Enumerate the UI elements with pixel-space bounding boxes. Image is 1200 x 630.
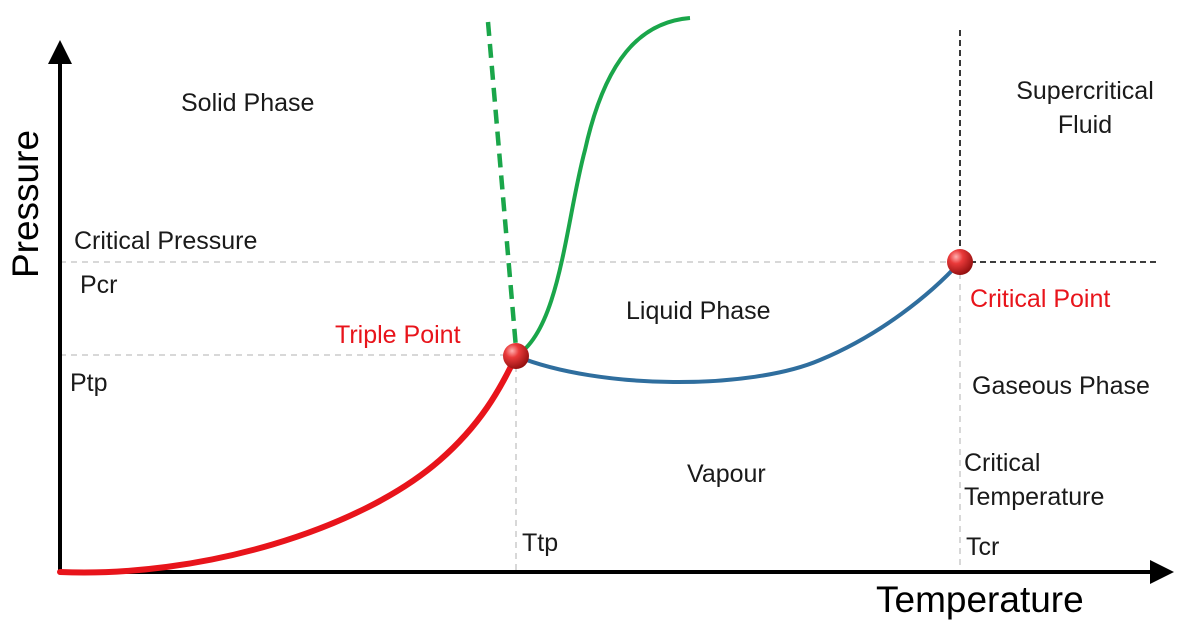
- y-axis-title: Pressure: [5, 129, 46, 279]
- critical-pressure-label: Critical Pressure: [74, 227, 258, 255]
- fusion-curve: [514, 16, 691, 358]
- supercritical-fluid-label: Supercritical Fluid: [985, 74, 1185, 142]
- triple-point-marker: [503, 343, 529, 369]
- critical-point-marker: [947, 249, 973, 275]
- gaseous-phase-label: Gaseous Phase: [972, 372, 1150, 400]
- vapour-label: Vapour: [687, 460, 766, 488]
- pcr-label: Pcr: [80, 271, 118, 299]
- solid-phase-label: Solid Phase: [181, 89, 315, 117]
- supercritical-line2: Fluid: [1057, 111, 1113, 139]
- liquid-phase-label: Liquid Phase: [626, 297, 771, 325]
- ptp-label: Ptp: [70, 369, 108, 397]
- sublimation-curve: [57, 353, 519, 576]
- tcr-label: Tcr: [966, 533, 1000, 561]
- critical-temperature-line2: Temperature: [964, 483, 1105, 511]
- fusion-curve-anomalous-dashed: [485, 21, 519, 349]
- triple-point-label: Triple Point: [335, 321, 461, 349]
- critical-temperature-line1: Critical: [964, 449, 1041, 477]
- x-axis-title: Temperature: [876, 579, 1084, 620]
- vaporization-curve: [515, 260, 962, 384]
- ttp-label: Ttp: [522, 529, 559, 557]
- supercritical-line1: Supercritical: [1016, 77, 1154, 105]
- critical-temperature-label: Critical Temperature: [964, 446, 1104, 514]
- critical-point-label: Critical Point: [970, 285, 1111, 313]
